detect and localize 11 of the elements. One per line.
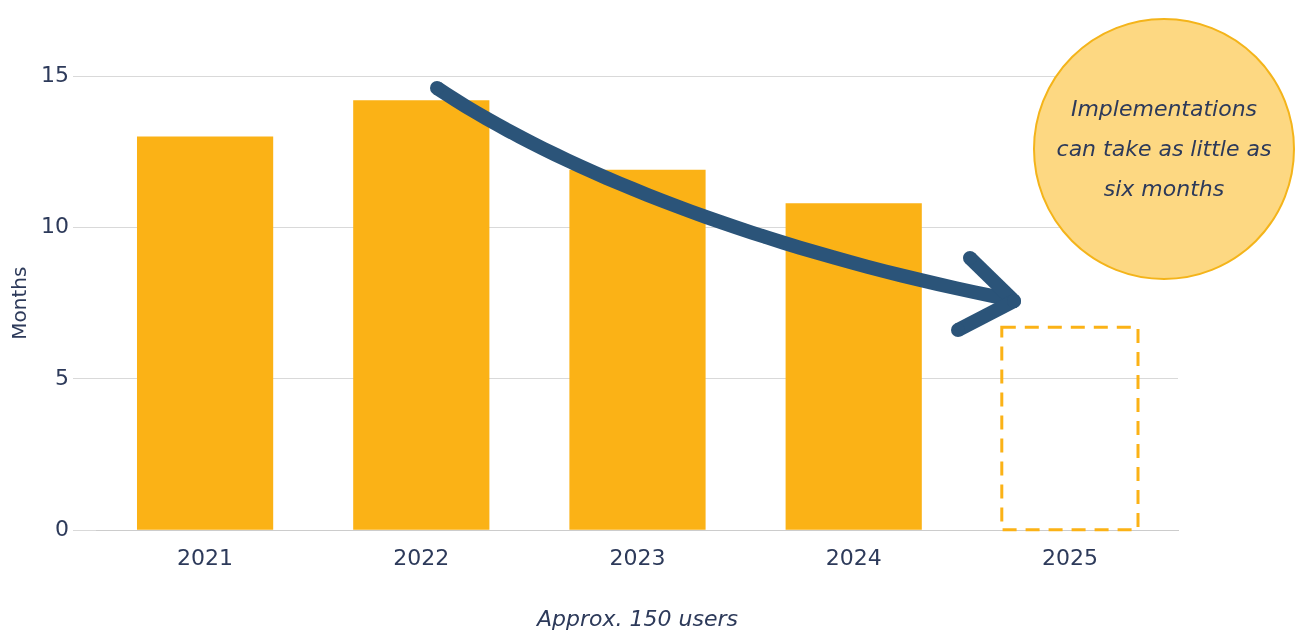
x-tick-label: 2022 <box>393 545 450 571</box>
x-tick-label: 2024 <box>825 545 882 571</box>
x-axis-title: Approx. 150 users <box>535 605 738 631</box>
y-tick-label: 0 <box>54 515 69 541</box>
x-tick-label: 2023 <box>609 545 666 571</box>
x-tick-label: 2025 <box>1041 545 1098 571</box>
y-tick-label: 15 <box>40 61 69 87</box>
y-tick-label: 10 <box>40 213 69 239</box>
x-tick-label: 2021 <box>177 545 234 571</box>
y-axis-title: Months <box>7 266 32 340</box>
y-tick-label: 5 <box>54 364 69 390</box>
